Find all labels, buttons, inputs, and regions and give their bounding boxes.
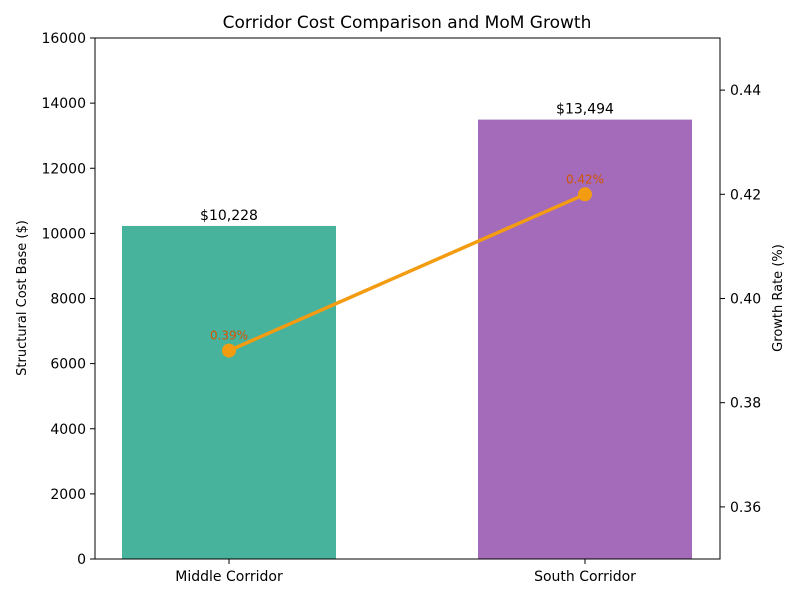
growth-point <box>578 187 592 202</box>
chart-title: Corridor Cost Comparison and MoM Growth <box>223 13 592 33</box>
x-tick-label: Middle Corridor <box>175 569 283 585</box>
y2-tick-label: 0.44 <box>730 83 761 99</box>
y-tick-label: 16000 <box>41 31 86 47</box>
y2-tick-label: 0.36 <box>730 500 761 516</box>
growth-data-label: 0.42% <box>566 172 604 186</box>
y-tick-label: 4000 <box>50 422 86 438</box>
x-tick-label: South Corridor <box>534 569 636 585</box>
y-tick-label: 6000 <box>50 357 86 373</box>
y2-tick-label: 0.42 <box>730 187 761 203</box>
growth-line <box>228 192 586 353</box>
y-tick-label: 12000 <box>41 161 86 177</box>
y-tick-label: 8000 <box>50 292 86 308</box>
y-tick-label: 2000 <box>50 487 86 503</box>
bar-0 <box>122 225 336 559</box>
y2-axis-label: Growth Rate (%) <box>771 244 786 352</box>
bar-data-label: $10,228 <box>200 208 258 224</box>
y-axis-label: Structural Cost Base ($) <box>15 220 30 376</box>
y-tick-label: 14000 <box>41 96 86 112</box>
y-tick-label: 0 <box>77 552 86 568</box>
growth-point <box>222 343 236 358</box>
y2-tick-label: 0.40 <box>730 292 761 308</box>
growth-data-label: 0.39% <box>210 329 248 343</box>
bar-data-label: $13,494 <box>556 102 614 118</box>
y-tick-label: 10000 <box>41 226 86 242</box>
y2-tick-label: 0.38 <box>730 396 761 412</box>
